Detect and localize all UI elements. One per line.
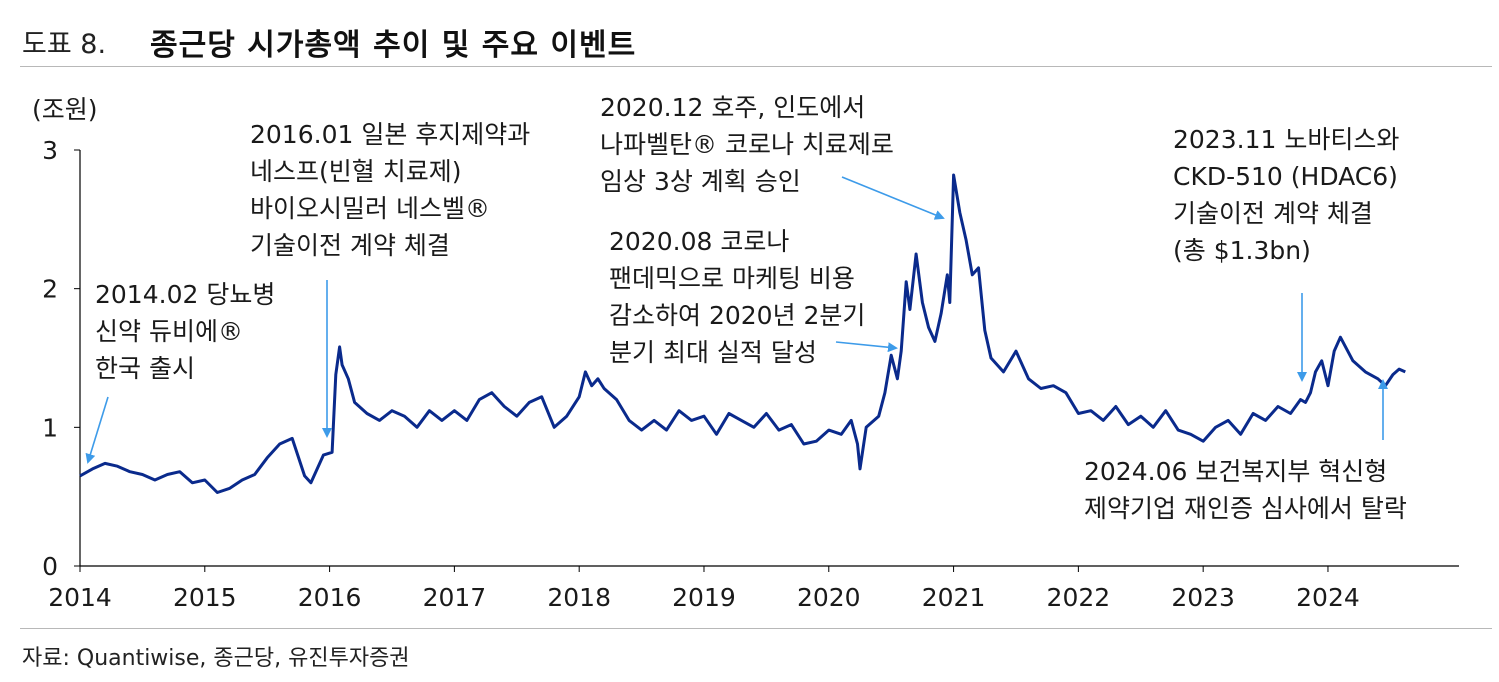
x-tick-label: 2023 bbox=[1171, 583, 1235, 612]
x-tick-label: 2015 bbox=[173, 583, 237, 612]
annotation-line: 제약기업 재인증 심사에서 탈락 bbox=[1084, 494, 1407, 523]
annotation-line: 한국 출시 bbox=[95, 354, 195, 383]
annotation-arrow bbox=[85, 396, 109, 464]
y-tick-label: 3 bbox=[42, 136, 58, 165]
annotation-line: CKD-510 (HDAC6) bbox=[1173, 162, 1398, 191]
x-tick-label: 2020 bbox=[797, 583, 861, 612]
figure-header: 도표 8. 종근당 시가총액 추이 및 주요 이벤트 bbox=[0, 0, 1499, 68]
annotation-line: 나파벨탄® 코로나 치료제로 bbox=[600, 130, 894, 159]
y-tick-label: 0 bbox=[42, 552, 58, 581]
annotation-line: 팬데믹으로 마케팅 비용 bbox=[609, 264, 855, 293]
annotation-line: 감소하여 2020년 2분기 bbox=[609, 301, 865, 330]
annotation-line: 기술이전 계약 체결 bbox=[250, 231, 450, 260]
annotation-line: 신약 듀비에® bbox=[95, 317, 243, 346]
annotation-arrow bbox=[841, 176, 945, 220]
axes-group: 0 1 2 3 (조원) 2014 2015 2016 2017 2018 2019 2020 2021… bbox=[32, 95, 1459, 612]
annotation-line: 2020.12 호주, 인도에서 bbox=[600, 93, 865, 122]
annotation-line: 기술이전 계약 체결 bbox=[1173, 199, 1373, 228]
y-tick-label: 2 bbox=[42, 275, 58, 304]
x-tick-label: 2018 bbox=[547, 583, 611, 612]
figure-title: 종근당 시가총액 추이 및 주요 이벤트 bbox=[150, 28, 637, 63]
source-note: 자료: Quantiwise, 종근당, 유진투자증권 bbox=[22, 646, 410, 671]
x-tick-label: 2019 bbox=[672, 583, 736, 612]
x-tick-label: 2014 bbox=[48, 583, 112, 612]
top-divider bbox=[20, 66, 1492, 67]
annotation-line: 2024.06 보건복지부 혁신형 bbox=[1084, 457, 1387, 486]
y-tick-label: 1 bbox=[42, 413, 58, 442]
x-tick-label: 2016 bbox=[298, 583, 362, 612]
annotation-line: 2023.11 노바티스와 bbox=[1173, 125, 1399, 154]
annotation-line: 2016.01 일본 후지제약과 bbox=[250, 120, 530, 149]
x-tick-label: 2022 bbox=[1047, 583, 1111, 612]
x-tick-label: 2024 bbox=[1296, 583, 1360, 612]
annotation-5: 2023.11 노바티스와 CKD-510 (HDAC6) 기술이전 계약 체결 (총… bbox=[1173, 125, 1399, 382]
series-group bbox=[79, 173, 1406, 494]
annotation-line: 2020.08 코로나 bbox=[609, 227, 789, 256]
annotation-line: 분기 최대 실적 달성 bbox=[609, 338, 817, 367]
annotation-line: (총 $1.3bn) bbox=[1173, 236, 1311, 265]
annotation-line: 2014.02 당뇨병 bbox=[95, 280, 275, 309]
y-axis-label: (조원) bbox=[32, 95, 98, 124]
bottom-divider bbox=[20, 628, 1492, 629]
series-line bbox=[79, 173, 1406, 494]
annotation-line: 바이오시밀러 네스벨® bbox=[250, 194, 490, 223]
annotation-line: 임상 3상 계획 승인 bbox=[600, 167, 801, 196]
figure-number: 도표 8. bbox=[22, 29, 107, 60]
annotation-line: 네스프(빈혈 치료제) bbox=[250, 157, 461, 186]
x-tick-label: 2021 bbox=[922, 583, 986, 612]
x-tick-label: 2017 bbox=[423, 583, 487, 612]
annotation-arrow bbox=[835, 341, 898, 353]
